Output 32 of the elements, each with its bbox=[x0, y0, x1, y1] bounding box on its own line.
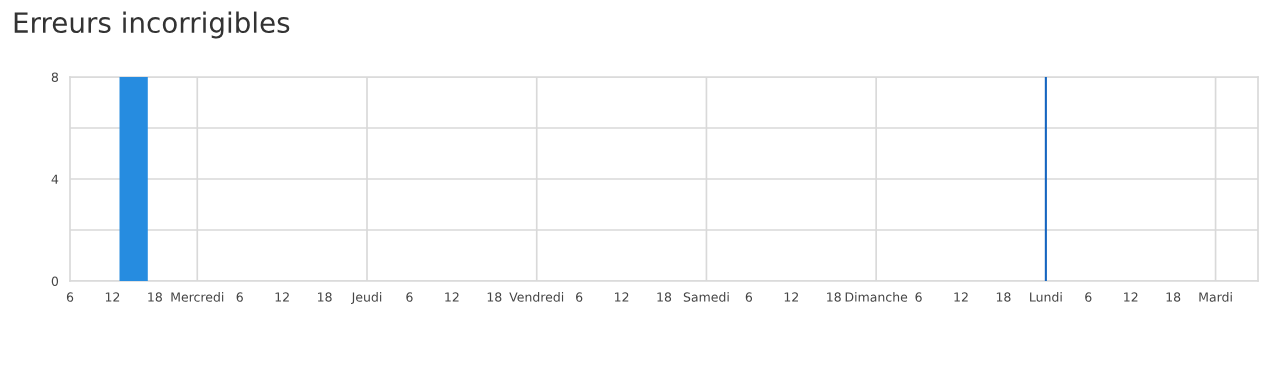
x-tick-label: 18 bbox=[996, 292, 1011, 302]
y-tick-label: 8 bbox=[51, 72, 59, 82]
x-tick-label: 6 bbox=[745, 292, 753, 302]
x-tick-label: 18 bbox=[657, 292, 672, 302]
x-tick-label: 6 bbox=[406, 292, 413, 302]
x-tick-label: Samedi bbox=[683, 292, 729, 302]
x-tick-label: 18 bbox=[148, 292, 162, 302]
x-tick-label: 6 bbox=[1085, 292, 1092, 302]
x-tick-label: Vendredi bbox=[509, 292, 564, 302]
x-tick-label: Mercredi bbox=[171, 292, 224, 302]
x-tick-label: 6 bbox=[66, 292, 74, 302]
x-tick-label: 12 bbox=[614, 292, 629, 302]
x-tick-label: Dimanche bbox=[845, 292, 908, 302]
x-tick-label: Jeudi bbox=[351, 292, 382, 305]
x-tick-label: 12 bbox=[275, 292, 289, 302]
x-tick-label: 18 bbox=[487, 292, 502, 302]
x-tick-label: 12 bbox=[445, 292, 459, 302]
y-tick-label: 0 bbox=[51, 276, 59, 286]
x-tick-label: 18 bbox=[827, 292, 841, 302]
x-tick-label: 6 bbox=[915, 292, 922, 302]
x-tick-label: 18 bbox=[1166, 292, 1181, 302]
y-tick-label: 4 bbox=[51, 174, 59, 184]
x-tick-label: 6 bbox=[236, 292, 243, 302]
x-tick-label: Lundi bbox=[1030, 292, 1062, 302]
x-tick-label: 12 bbox=[954, 292, 968, 302]
x-tick-label: 12 bbox=[1124, 292, 1138, 302]
chart-title: Erreurs incorrigibles bbox=[14, 11, 290, 39]
x-tick-label: 12 bbox=[105, 292, 120, 302]
x-tick-label: 18 bbox=[317, 292, 332, 302]
x-tick-label: Mardi bbox=[1199, 292, 1232, 302]
x-tick-label: 12 bbox=[784, 292, 798, 302]
x-tick-label: 6 bbox=[576, 292, 583, 302]
